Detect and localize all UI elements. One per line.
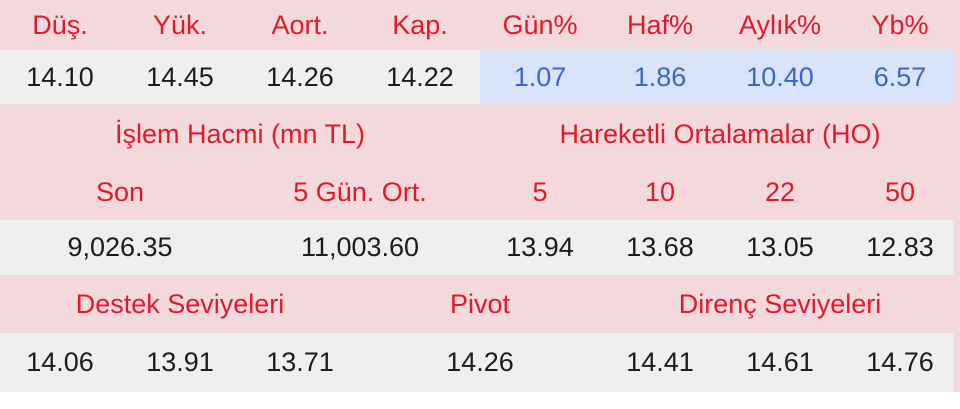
- value-volume-last: 9,026.35: [67, 232, 173, 262]
- value-pivot: 14.26: [446, 347, 514, 377]
- value-support-3: 13.71: [266, 347, 334, 377]
- section-title-resistance: Direnç Seviyeleri: [678, 288, 882, 319]
- value-ma-22: 13.05: [746, 232, 814, 262]
- value-ma-5: 13.94: [506, 232, 574, 262]
- value-day-pct: 1.07: [513, 61, 567, 92]
- value-support-2: 13.91: [146, 347, 214, 377]
- value-resistance-1: 14.41: [626, 347, 694, 377]
- value-month-pct: 10.40: [746, 61, 814, 92]
- value-vwap: 14.26: [266, 61, 334, 92]
- header-month-pct: Aylık%: [738, 9, 822, 40]
- value-close: 14.22: [386, 61, 454, 92]
- value-support-1: 14.06: [26, 347, 94, 377]
- volume-ma-values-band: [0, 220, 953, 275]
- section-title-support: Destek Seviyeleri: [75, 288, 285, 319]
- subheader-5day-avg: 5 Gün. Ort.: [293, 177, 427, 207]
- value-week-pct: 1.86: [633, 61, 687, 92]
- value-low: 14.10: [26, 61, 94, 92]
- footer-strip: [0, 392, 960, 409]
- header-vwap: Aort.: [271, 9, 329, 40]
- header-close: Kap.: [392, 9, 448, 40]
- section-title-volume: İşlem Hacmi (mn TL): [114, 119, 366, 149]
- value-volume-5day-avg: 11,003.60: [300, 232, 420, 262]
- price-values-band: [0, 50, 480, 104]
- stock-summary-table: Düş. Yük. Aort. Kap. Gün% Haf% Aylık% Yb…: [0, 0, 960, 392]
- summary-grid: Düş. Yük. Aort. Kap. Gün% Haf% Aylık% Yb…: [26, 9, 934, 378]
- header-low: Düş.: [32, 9, 88, 40]
- subheader-ma-10: 10: [644, 177, 676, 207]
- header-ytd-pct: Yb%: [871, 9, 929, 40]
- value-high: 14.45: [146, 61, 214, 92]
- header-high: Yük.: [152, 9, 208, 40]
- section-title-pivot: Pivot: [449, 288, 511, 319]
- header-day-pct: Gün%: [502, 9, 578, 40]
- section-title-moving-averages: Hareketli Ortalamalar (HO): [559, 119, 881, 149]
- percent-values-band: [480, 50, 953, 104]
- levels-values-band: [0, 333, 953, 392]
- value-resistance-3: 14.76: [866, 347, 934, 377]
- subheader-ma-22: 22: [764, 177, 796, 207]
- header-week-pct: Haf%: [626, 9, 694, 40]
- value-ytd-pct: 6.57: [873, 61, 927, 92]
- value-ma-50: 12.83: [866, 232, 934, 262]
- subheader-ma-5: 5: [532, 177, 548, 207]
- value-resistance-2: 14.61: [746, 347, 814, 377]
- subheader-ma-50: 50: [884, 177, 916, 207]
- subheader-last: Son: [95, 177, 145, 207]
- value-ma-10: 13.68: [626, 232, 694, 262]
